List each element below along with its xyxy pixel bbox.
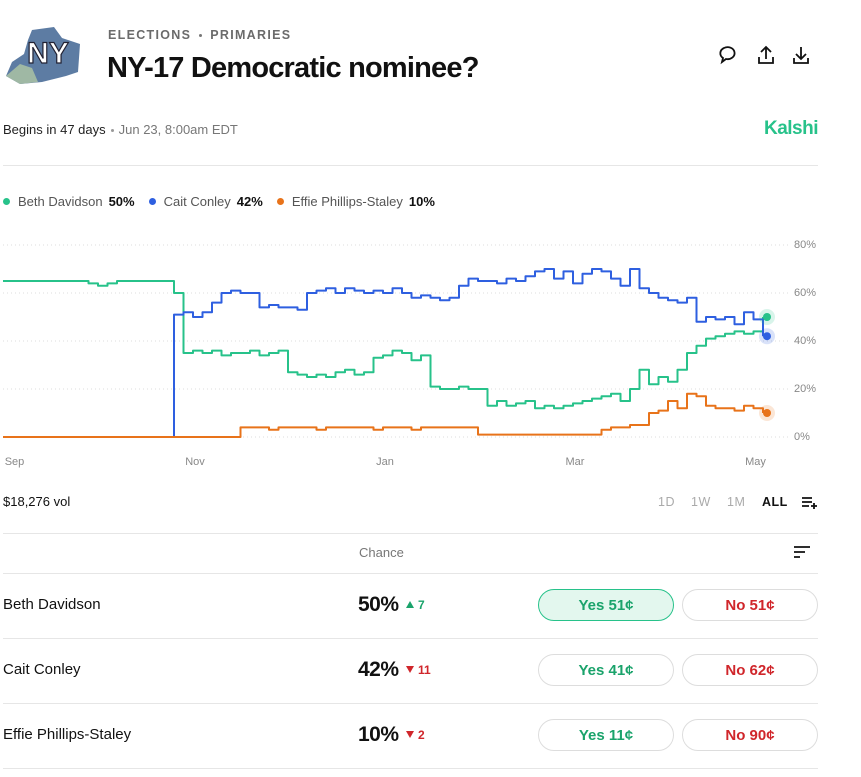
y-tick-label: 20% — [794, 383, 816, 395]
logo: NY — [6, 27, 80, 84]
legend-value: 10% — [408, 194, 435, 209]
change-arrow — [406, 731, 414, 738]
chance-change: 11 — [406, 663, 431, 677]
legend-name: Cait Conley — [163, 194, 231, 209]
divider — [3, 165, 818, 166]
end-dot — [763, 409, 771, 417]
x-tick-label: Mar — [566, 456, 585, 468]
chance-change: 2 — [406, 728, 425, 742]
divider — [3, 703, 818, 704]
state-shade — [6, 64, 38, 84]
volume: $18,276 vol — [3, 494, 71, 509]
x-tick-label: Jan — [376, 456, 394, 468]
legend-name: Effie Phillips-Staley — [291, 194, 403, 209]
change-arrow — [406, 666, 414, 673]
compare-icon[interactable] — [800, 494, 820, 510]
schedule: Begins in 47 days Jun 23, 8:00am EDT — [3, 122, 238, 137]
x-tick-label: Nov — [185, 456, 205, 468]
chance-value: 42% — [358, 658, 399, 681]
no-button[interactable]: No 90¢ — [682, 719, 818, 751]
legend-item: Cait Conley 42% — [148, 194, 263, 209]
range-button[interactable]: 1W — [691, 495, 711, 509]
chance-value: 50% — [358, 593, 399, 616]
range-button[interactable]: 1M — [727, 495, 746, 509]
legend-item: Effie Phillips-Staley 10% — [276, 194, 435, 209]
outcome-name: Cait Conley — [3, 661, 81, 678]
series-line — [3, 392, 764, 438]
end-dot — [763, 332, 771, 341]
brand[interactable]: Kalshi — [763, 118, 819, 139]
comment-icon[interactable] — [719, 46, 736, 65]
y-tick-label: 0% — [794, 431, 810, 443]
no-button[interactable]: No 62¢ — [682, 654, 818, 686]
y-tick-label: 60% — [794, 287, 816, 299]
legend-item: Beth Davidson 50% — [3, 194, 135, 209]
share-icon[interactable] — [758, 45, 774, 64]
legend: Beth Davidson 50% Cait Conley 42% Effie Phil… — [3, 194, 435, 209]
outcome-name: Effie Phillips-Staley — [3, 726, 132, 743]
x-tick-label: Sep — [5, 456, 25, 468]
legend-dot — [276, 198, 284, 205]
change-arrow — [406, 601, 414, 608]
divider — [3, 638, 818, 639]
title: NY-17 Democratic nominee? — [107, 52, 479, 84]
table-header: Chance — [359, 545, 404, 560]
legend-name: Beth Davidson — [18, 194, 103, 209]
divider — [3, 533, 818, 534]
yes-button[interactable]: Yes 41¢ — [538, 654, 674, 686]
yes-button[interactable]: Yes 51¢ — [538, 589, 674, 621]
divider — [3, 573, 818, 574]
end-dot — [763, 313, 771, 321]
download-icon[interactable] — [793, 47, 809, 64]
crumb[interactable]: PRIMARIES — [210, 28, 292, 42]
no-button[interactable]: No 51¢ — [682, 589, 818, 621]
legend-dot — [148, 198, 156, 205]
yes-button[interactable]: Yes 11¢ — [538, 719, 674, 751]
actions — [719, 45, 809, 65]
change-value: 2 — [418, 728, 425, 742]
chart: 0% 20% 40% 60% 80% Sep Nov Jan Mar May — [3, 239, 816, 468]
chance-change: 7 — [406, 598, 425, 612]
begins: Begins in 47 days — [3, 122, 106, 137]
crumb[interactable]: ELECTIONS — [108, 28, 192, 42]
range-button[interactable]: ALL — [762, 495, 788, 509]
legend-value: 42% — [236, 194, 263, 209]
sort-icon[interactable] — [793, 545, 811, 559]
logo-text: NY — [27, 37, 69, 70]
separator — [110, 129, 114, 133]
divider — [3, 768, 818, 769]
y-tick-label: 40% — [794, 335, 816, 347]
range-button[interactable]: 1D — [658, 495, 675, 509]
chance-value: 10% — [358, 723, 399, 746]
x-tick-label: May — [745, 456, 766, 468]
date: Jun 23, 8:00am EDT — [118, 122, 238, 137]
change-value: 11 — [418, 663, 431, 677]
change-value: 7 — [418, 598, 425, 612]
breadcrumb: ELECTIONS PRIMARIES — [108, 28, 291, 42]
legend-value: 50% — [108, 194, 135, 209]
separator — [199, 34, 203, 38]
outcome-name: Beth Davidson — [3, 596, 101, 613]
y-tick-label: 80% — [794, 239, 816, 251]
legend-dot — [3, 198, 10, 205]
series-line — [3, 280, 764, 410]
series-line — [3, 268, 764, 438]
